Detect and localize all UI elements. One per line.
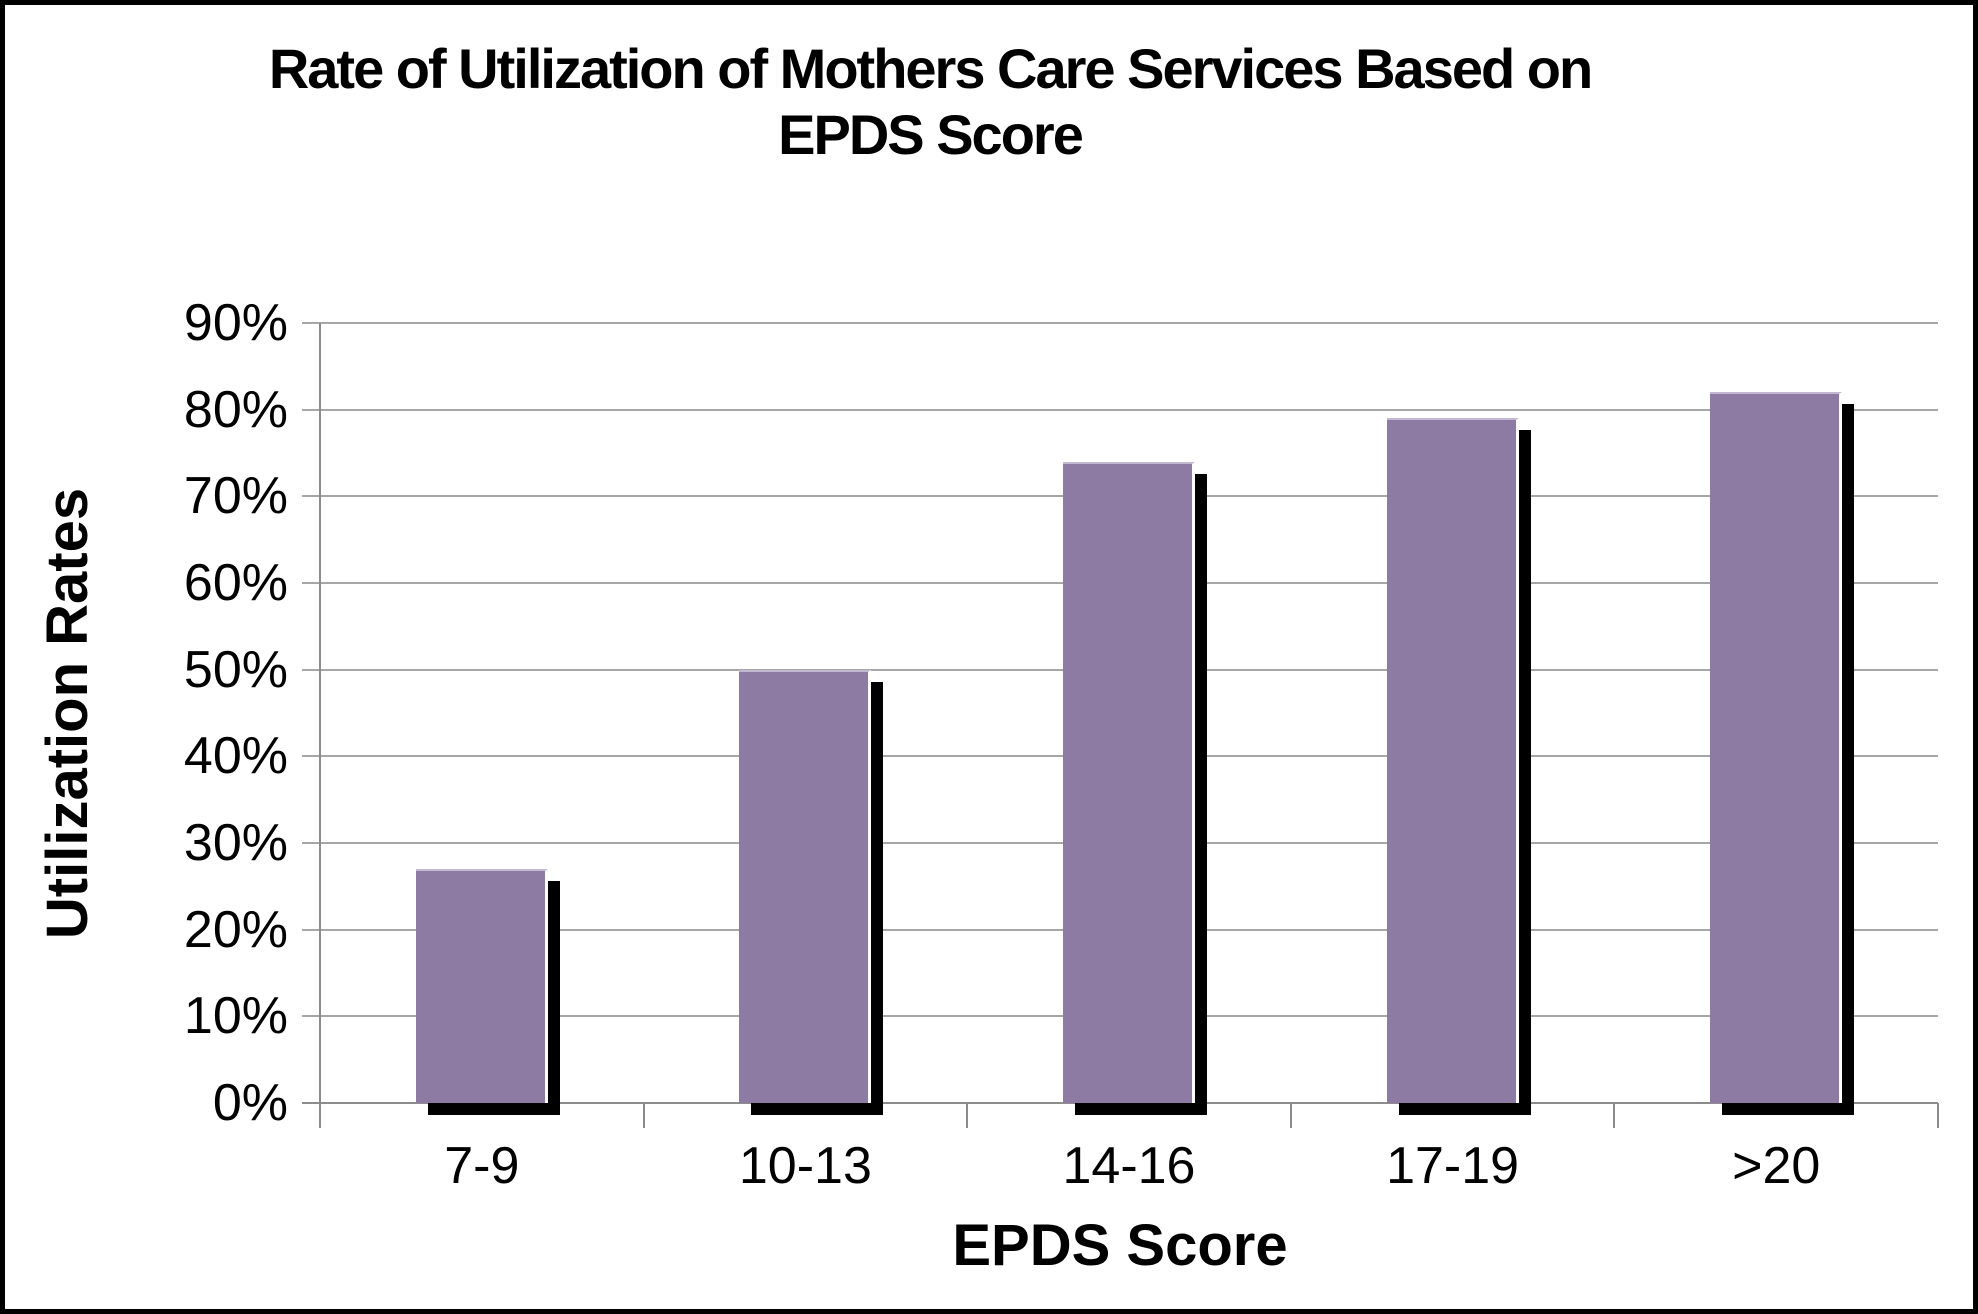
- x-axis-tick: [966, 1103, 969, 1128]
- x-tick-label: 14-16: [1062, 1137, 1196, 1195]
- x-tick-label: 7-9: [444, 1137, 520, 1195]
- y-axis-title: Utilization Rates: [35, 487, 101, 939]
- x-axis-tick: [1937, 1103, 1939, 1128]
- bar->20: [1710, 392, 1843, 1103]
- x-axis-tick: [642, 1103, 645, 1128]
- y-tick-label: 80%: [183, 380, 288, 439]
- x-axis-line: [302, 1102, 1938, 1104]
- bar-7-9: [415, 869, 548, 1103]
- y-axis-title-wrap: Utilization Rates: [8, 323, 128, 1103]
- bar-14-16: [1063, 461, 1195, 1103]
- bar-17-19: [1386, 418, 1519, 1103]
- chart-title-line1: Rate of Utilization of Mothers Care Serv…: [268, 37, 1593, 100]
- x-tick-label: 17-19: [1386, 1137, 1520, 1195]
- chart-title-line2: EPDS Score: [778, 103, 1084, 166]
- bar-10-13: [739, 669, 872, 1103]
- x-tick-label: >20: [1732, 1137, 1821, 1195]
- gridline: [302, 322, 1938, 324]
- x-axis-tick: [1613, 1103, 1616, 1128]
- y-tick-label: 30%: [183, 814, 288, 872]
- y-axis-line: [319, 323, 321, 1128]
- x-axis-title: EPDS Score: [952, 1213, 1288, 1278]
- chart-title: Rate of Utilization of Mothers Care Serv…: [90, 36, 1770, 168]
- y-tick-label: 50%: [183, 640, 288, 699]
- x-tick-label: 10-13: [738, 1137, 872, 1195]
- y-tick-label: 10%: [183, 987, 288, 1046]
- x-axis-tick: [1289, 1103, 1292, 1128]
- y-tick-label: 90%: [183, 294, 288, 352]
- y-tick-label: 40%: [183, 727, 288, 786]
- y-tick-label: 20%: [183, 900, 288, 959]
- gridline: [302, 408, 1938, 411]
- y-tick-label: 0%: [212, 1074, 288, 1132]
- y-tick-label: 70%: [183, 467, 288, 526]
- y-tick-label: 60%: [183, 554, 288, 612]
